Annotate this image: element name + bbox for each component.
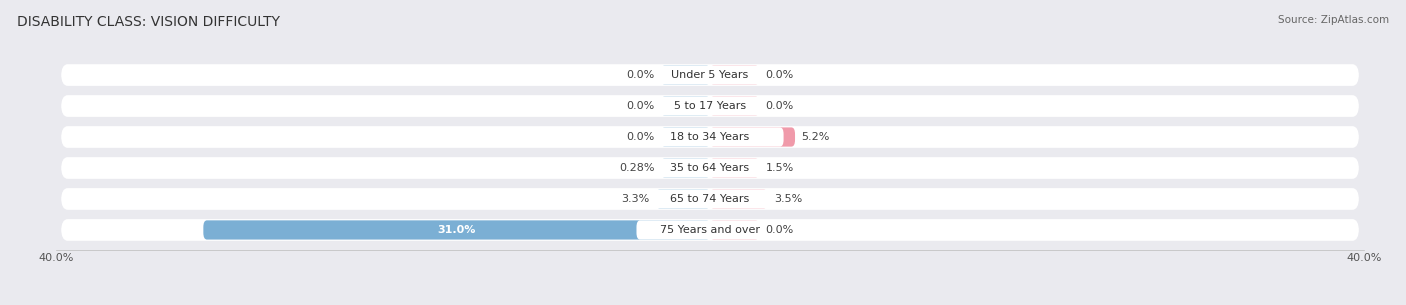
FancyBboxPatch shape (204, 220, 710, 239)
Text: 0.0%: 0.0% (626, 101, 654, 111)
FancyBboxPatch shape (60, 188, 1360, 210)
FancyBboxPatch shape (60, 64, 1360, 86)
FancyBboxPatch shape (710, 96, 759, 116)
FancyBboxPatch shape (710, 127, 794, 147)
FancyBboxPatch shape (661, 158, 710, 178)
Text: 31.0%: 31.0% (437, 225, 475, 235)
FancyBboxPatch shape (710, 66, 759, 85)
Text: 5 to 17 Years: 5 to 17 Years (673, 101, 747, 111)
FancyBboxPatch shape (661, 96, 710, 116)
FancyBboxPatch shape (710, 158, 759, 178)
FancyBboxPatch shape (657, 189, 710, 209)
FancyBboxPatch shape (60, 126, 1360, 148)
Text: 65 to 74 Years: 65 to 74 Years (671, 194, 749, 204)
FancyBboxPatch shape (637, 66, 783, 85)
FancyBboxPatch shape (661, 66, 710, 85)
Text: 5.2%: 5.2% (801, 132, 830, 142)
Text: Under 5 Years: Under 5 Years (672, 70, 748, 80)
FancyBboxPatch shape (637, 96, 783, 116)
Text: 35 to 64 Years: 35 to 64 Years (671, 163, 749, 173)
Text: Source: ZipAtlas.com: Source: ZipAtlas.com (1278, 15, 1389, 25)
FancyBboxPatch shape (60, 219, 1360, 241)
Text: 0.28%: 0.28% (619, 163, 654, 173)
Text: 0.0%: 0.0% (766, 70, 794, 80)
Text: DISABILITY CLASS: VISION DIFFICULTY: DISABILITY CLASS: VISION DIFFICULTY (17, 15, 280, 29)
FancyBboxPatch shape (60, 157, 1360, 179)
Text: 0.0%: 0.0% (766, 101, 794, 111)
FancyBboxPatch shape (710, 220, 759, 239)
Text: 3.3%: 3.3% (621, 194, 650, 204)
FancyBboxPatch shape (637, 189, 783, 209)
Text: 3.5%: 3.5% (773, 194, 801, 204)
FancyBboxPatch shape (60, 95, 1360, 117)
FancyBboxPatch shape (710, 189, 768, 209)
Text: 1.5%: 1.5% (766, 163, 794, 173)
Text: 18 to 34 Years: 18 to 34 Years (671, 132, 749, 142)
FancyBboxPatch shape (661, 127, 710, 147)
FancyBboxPatch shape (637, 158, 783, 178)
Text: 0.0%: 0.0% (626, 70, 654, 80)
FancyBboxPatch shape (637, 220, 783, 239)
Text: 0.0%: 0.0% (766, 225, 794, 235)
FancyBboxPatch shape (637, 127, 783, 147)
Text: 0.0%: 0.0% (626, 132, 654, 142)
Text: 75 Years and over: 75 Years and over (659, 225, 761, 235)
